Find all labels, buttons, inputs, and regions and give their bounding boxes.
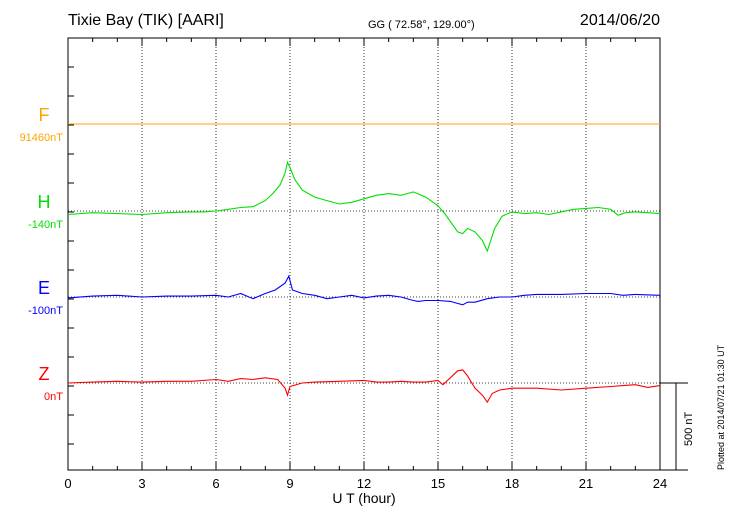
plotted-at-note: Plotted at 2014/07/21 01:30 UT — [716, 344, 726, 470]
series-line-h — [67, 160, 661, 253]
series-name-e: E — [38, 278, 50, 298]
station-title: Tixie Bay (TIK) [AARI] — [68, 12, 224, 29]
x-tick-label: 9 — [286, 476, 293, 491]
series-baseline-value-z: 0nT — [44, 391, 63, 403]
x-axis-label: U T (hour) — [332, 490, 395, 506]
scale-bar: 500 nT — [660, 382, 695, 471]
x-tick-label: 18 — [505, 476, 519, 491]
x-tick-label: 21 — [579, 476, 593, 491]
x-tick-label: 6 — [212, 476, 219, 491]
series-labels: F 91460nT H -140nT E -100nT Z 0nT — [20, 105, 64, 403]
x-tick-label: 12 — [357, 476, 371, 491]
x-tick-label: 15 — [431, 476, 445, 491]
series-line-z — [67, 369, 661, 404]
series-baseline-value-e: -100nT — [28, 305, 63, 317]
series-name-f: F — [39, 105, 50, 125]
series-traces — [67, 123, 661, 404]
grid-lines — [141, 38, 587, 470]
x-tick-label: 3 — [138, 476, 145, 491]
x-axis-ticks: 0 3 6 9 12 15 18 21 24 — [64, 38, 667, 491]
x-tick-label: 24 — [653, 476, 667, 491]
date-label: 2014/06/20 — [580, 12, 660, 29]
series-baseline-value-h: -140nT — [28, 219, 63, 231]
series-line-e — [67, 274, 661, 306]
series-name-h: H — [38, 192, 51, 212]
series-baseline-value-f: 91460nT — [20, 132, 64, 144]
series-name-z: Z — [39, 364, 50, 384]
coordinates-label: GG ( 72.58°, 129.00°) — [368, 19, 475, 31]
x-tick-label: 0 — [64, 476, 71, 491]
scale-bar-label: 500 nT — [683, 411, 695, 446]
